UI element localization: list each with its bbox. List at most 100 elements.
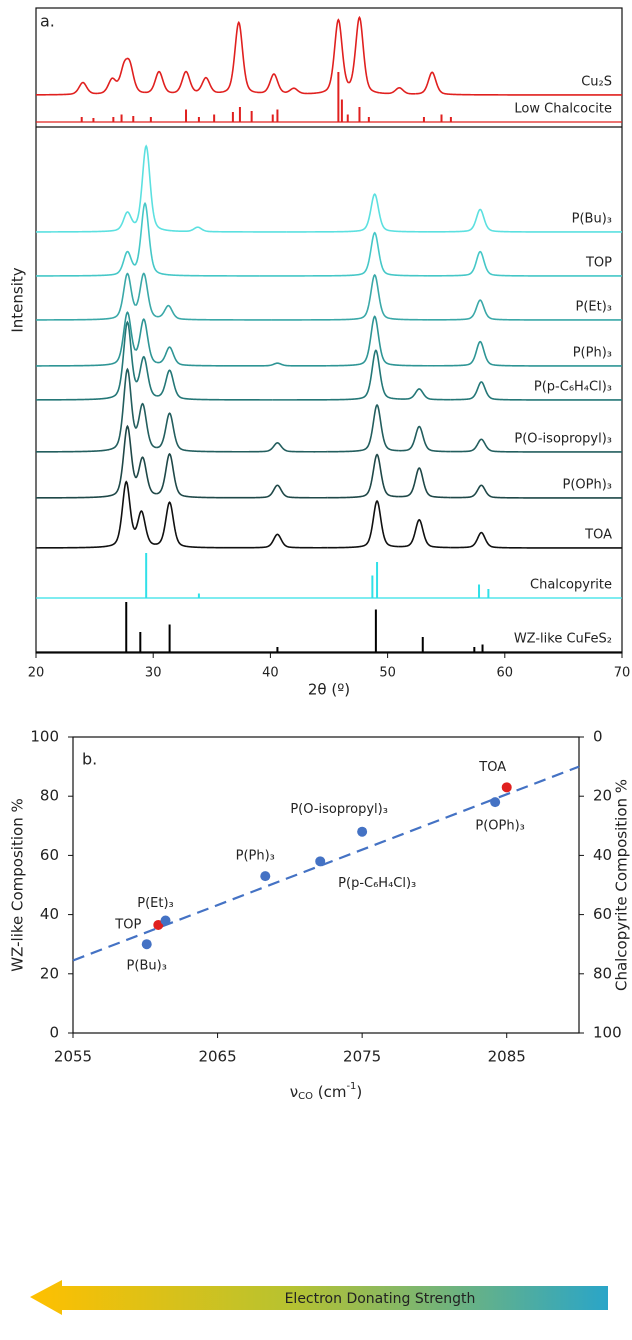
x-tick-label: 20 [28, 666, 45, 681]
xrd-profile [36, 81, 98, 96]
x-label-part: CO [298, 1091, 313, 1102]
series-label: P(Et)₃ [575, 300, 612, 315]
y-tick-label: 100 [30, 728, 59, 746]
xrd-profile [223, 484, 328, 499]
y2-tick-label: 20 [593, 787, 612, 805]
y2-tick-label: 100 [593, 1024, 622, 1042]
series-label: P(O-isopropyl)₃ [514, 432, 612, 447]
xrd-profile [97, 77, 119, 95]
x-tick-label: 2055 [54, 1048, 92, 1066]
xrd-profile [427, 299, 622, 321]
x-label-part: -1 [346, 1081, 356, 1092]
x-tick-label: 2065 [198, 1048, 236, 1066]
xrd-profile [398, 518, 451, 549]
xrd-profile [415, 71, 622, 96]
y-tick-label: 40 [40, 905, 59, 923]
xrd-profile [450, 438, 622, 453]
xrd-profile [195, 76, 223, 94]
xrd-profile [450, 531, 622, 549]
xrd-profile [36, 250, 137, 277]
point-label: P(p-C₆H₄Cl)₃ [338, 876, 416, 891]
series-label: TOA [584, 528, 612, 543]
xrd-profile [223, 362, 327, 367]
x-axis-label: νCO (cm-1) [290, 1081, 363, 1102]
xrd-profile [156, 346, 224, 367]
point-label: P(Et)₃ [137, 896, 174, 911]
xrd-profile [36, 211, 138, 233]
xrd-profile [397, 388, 451, 401]
series-label: P(OPh)₃ [562, 478, 612, 493]
xrd-profile [36, 367, 136, 453]
y-axis-label: WZ-like Composition % [9, 798, 27, 971]
point-label: TOP [114, 917, 141, 932]
y2-tick-label: 40 [593, 846, 612, 864]
y-tick-label: 0 [49, 1024, 59, 1042]
xrd-profile [134, 355, 157, 397]
xrd-profile [427, 208, 622, 233]
xrd-profile [316, 18, 350, 94]
y2-axis-label: Chalcopyrite Composition % [613, 779, 631, 991]
xrd-profile [223, 442, 328, 453]
xrd-profile [327, 499, 399, 549]
xrd-profile [271, 273, 428, 321]
xrd-profile [135, 272, 157, 318]
y-tick-label: 60 [40, 846, 59, 864]
series-label: P(p-C₆H₄Cl)₃ [534, 380, 612, 395]
xrd-profile [36, 320, 137, 401]
point-label: P(O-isopropyl)₃ [290, 802, 388, 817]
x-tick-label: 70 [614, 666, 631, 681]
xrd-profile [155, 304, 272, 321]
x-tick-label: 30 [145, 666, 162, 681]
point-label: P(OPh)₃ [475, 819, 525, 834]
point [141, 939, 152, 950]
series-label: WZ-like CuFeS₂ [514, 632, 612, 647]
xrd-profile [450, 484, 622, 499]
arrow-label: Electron Donating Strength [285, 1291, 476, 1307]
y2-tick-label: 0 [593, 728, 603, 746]
x-tick-label: 60 [497, 666, 514, 681]
xrd-profile [36, 424, 136, 499]
xrd-profile [136, 144, 173, 232]
y-tick-label: 20 [40, 964, 59, 982]
series-label: Cu₂S [581, 75, 612, 90]
xrd-profile [156, 412, 224, 453]
xrd-profile [450, 381, 622, 401]
y-tick-label: 80 [40, 787, 59, 805]
x-tick-label: 40 [262, 666, 279, 681]
panel-label: b. [82, 750, 97, 769]
xrd-profile [155, 501, 224, 549]
panel-label: a. [40, 12, 55, 31]
xrd-profile [427, 340, 622, 367]
series-label: P(Bu)₃ [572, 212, 612, 227]
xrd-profile [223, 533, 328, 549]
point [357, 826, 368, 837]
series-label: TOP [585, 256, 612, 271]
xrd-profile [117, 57, 128, 81]
y-axis-label: Intensity [9, 267, 27, 332]
xrd-profile [398, 467, 451, 499]
xrd-profile [135, 318, 157, 364]
xrd-profile [36, 311, 137, 367]
xrd-profile [134, 456, 157, 495]
point [501, 782, 512, 793]
xrd-profile [427, 250, 622, 277]
xrd-profile [36, 272, 136, 321]
xrd-profile [171, 226, 287, 233]
xrd-profile [172, 70, 197, 94]
x-tick-label: 2075 [343, 1048, 381, 1066]
xrd-profile [135, 201, 260, 277]
xrd-profile [134, 402, 157, 449]
xrd-profile [126, 57, 145, 94]
point [153, 919, 164, 930]
xrd-profile [327, 403, 399, 453]
xrd-profile [326, 315, 428, 367]
xrd-profile [348, 15, 380, 94]
panel-a-frame [35, 7, 623, 654]
xrd-profile [222, 20, 257, 93]
xrd-profile [144, 70, 173, 94]
x-tick-label: 2085 [488, 1048, 526, 1066]
xrd-profile [379, 86, 416, 95]
point [315, 856, 326, 867]
xrd-profile [286, 193, 428, 233]
